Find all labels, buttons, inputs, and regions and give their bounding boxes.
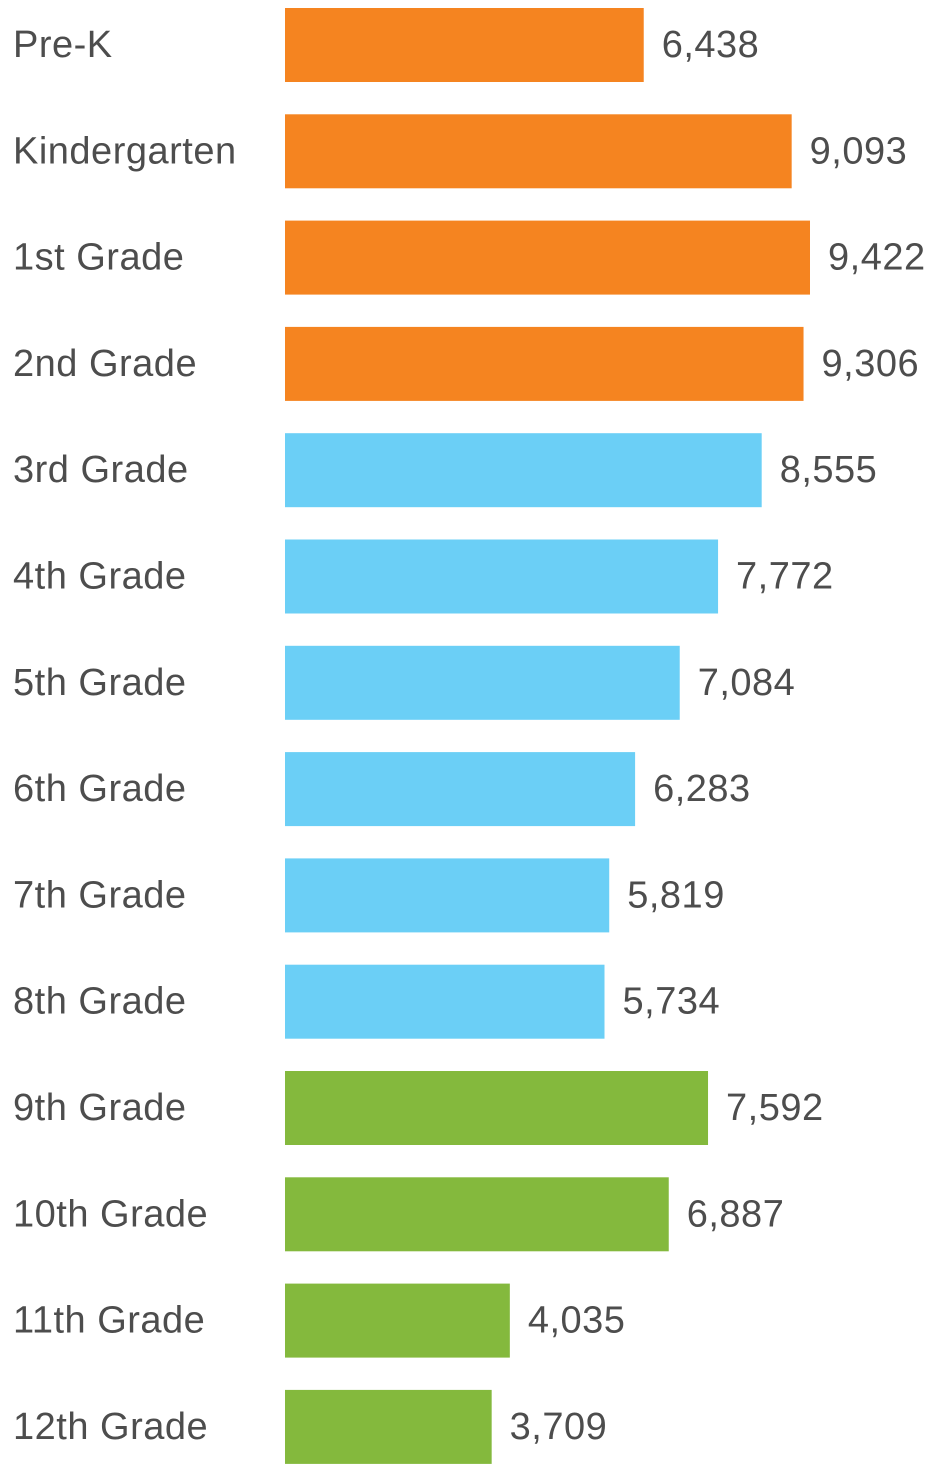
bar (285, 114, 792, 189)
bar (285, 858, 610, 933)
category-label: 10th Grade (13, 1193, 208, 1235)
category-label: 8th Grade (13, 981, 187, 1023)
value-label: 8,555 (780, 449, 878, 491)
bar (285, 8, 644, 82)
value-label: 6,438 (662, 24, 760, 66)
value-label: 9,306 (822, 343, 920, 385)
category-label: 1st Grade (13, 237, 184, 279)
bar (285, 1389, 492, 1464)
bar (285, 1177, 669, 1252)
category-label: 12th Grade (13, 1406, 208, 1448)
value-label: 3,709 (510, 1406, 608, 1448)
category-label: 6th Grade (13, 768, 187, 810)
bar (285, 645, 680, 720)
category-label: 11th Grade (13, 1300, 205, 1342)
category-label: 5th Grade (13, 662, 187, 704)
value-label: 5,819 (627, 874, 725, 916)
bar (285, 220, 810, 295)
bar (285, 964, 605, 1039)
value-label: 7,772 (736, 556, 834, 598)
bar (285, 1283, 510, 1358)
category-label: 9th Grade (13, 1087, 187, 1129)
value-label: 6,283 (653, 768, 751, 810)
value-label: 5,734 (623, 981, 721, 1023)
value-label: 7,592 (726, 1087, 824, 1129)
chart-rows: Pre-K 6,438 Kindergarten 9,093 1st Grade 9,42… (13, 8, 926, 1464)
category-label: 4th Grade (13, 556, 187, 598)
category-label: Kindergarten (13, 130, 237, 172)
bar (285, 752, 636, 827)
bar (285, 433, 762, 508)
bar (285, 1071, 709, 1145)
category-label: 2nd Grade (13, 343, 197, 385)
bar (285, 539, 719, 614)
category-label: Pre-K (13, 24, 113, 66)
value-label: 6,887 (687, 1193, 785, 1235)
category-label: 7th Grade (13, 874, 187, 916)
value-label: 4,035 (528, 1300, 626, 1342)
value-label: 9,093 (810, 130, 908, 172)
value-label: 9,422 (828, 237, 926, 279)
category-label: 3rd Grade (13, 449, 189, 491)
bar (285, 326, 804, 401)
value-label: 7,084 (698, 662, 796, 704)
